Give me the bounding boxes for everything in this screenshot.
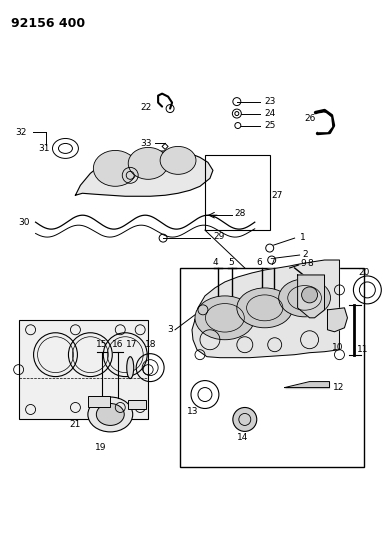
Text: 13: 13 [187,407,198,416]
Polygon shape [75,150,213,196]
Circle shape [233,408,257,431]
Circle shape [301,287,318,303]
Bar [180,268,364,467]
Text: 21: 21 [70,420,81,429]
Text: 2: 2 [303,249,308,259]
Bar [19,320,148,419]
Text: 31: 31 [39,144,50,153]
Text: 27: 27 [272,191,283,200]
Text: 33: 33 [140,139,152,148]
Ellipse shape [195,296,255,340]
Ellipse shape [160,147,196,174]
Text: 16: 16 [112,340,124,349]
Ellipse shape [97,403,124,425]
Ellipse shape [279,279,331,317]
Text: 10: 10 [332,343,343,352]
Text: 23: 23 [265,97,276,106]
Ellipse shape [127,357,134,378]
Text: 3: 3 [167,325,173,334]
Text: 9: 9 [301,259,306,268]
Ellipse shape [88,397,133,432]
Text: 12: 12 [332,383,344,392]
Text: 8: 8 [308,259,313,268]
Ellipse shape [128,148,168,179]
Polygon shape [192,260,339,358]
Text: 19: 19 [95,443,106,452]
Polygon shape [285,382,329,387]
Text: 92156 400: 92156 400 [11,17,85,30]
Text: 15: 15 [97,340,108,349]
Text: 4: 4 [213,257,219,266]
Text: 5: 5 [228,257,234,266]
Text: 29: 29 [213,232,224,240]
Text: 25: 25 [265,121,276,130]
Ellipse shape [93,150,137,187]
Text: 20: 20 [358,269,370,278]
Text: 6: 6 [257,257,262,266]
Bar [205,156,270,230]
Text: 30: 30 [19,217,30,227]
Text: 32: 32 [16,128,27,137]
Text: 11: 11 [357,345,369,354]
Text: 24: 24 [265,109,276,118]
Bar [128,400,146,409]
Text: 7: 7 [269,257,275,266]
Polygon shape [298,275,324,318]
Text: 14: 14 [237,433,248,442]
Text: 26: 26 [304,114,316,123]
Text: 22: 22 [140,103,151,112]
Text: 17: 17 [126,340,138,349]
Text: 28: 28 [235,209,246,217]
Ellipse shape [237,288,293,328]
Text: 1: 1 [300,232,305,241]
Polygon shape [327,308,347,332]
Bar [88,395,110,408]
Text: 18: 18 [145,340,157,349]
